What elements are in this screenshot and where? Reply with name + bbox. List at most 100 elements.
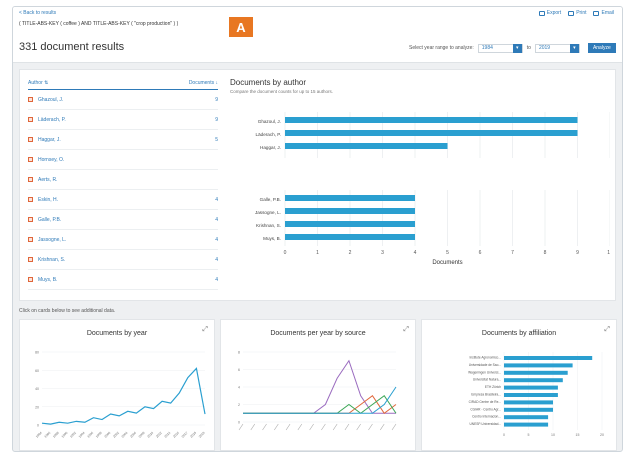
author-row[interactable]: Läderach, P. 9 [28,110,218,130]
year-range-selector: Select year range to analyze: 1984 ▾ to 2… [409,43,616,53]
y-tick-label: Jassogne, L. [255,210,281,215]
x-tick-mark [297,423,303,431]
author-checkbox[interactable] [28,257,33,262]
author-doc-count: 9 [215,96,218,103]
author-row[interactable]: Aerts, R. [28,170,218,190]
author-bar [285,143,448,149]
affiliation-bar [504,356,593,360]
x-tick-label: 2016 [172,431,180,439]
author-row[interactable]: Eskin, H. 4 [28,190,218,210]
x-tick-label: 2002 [112,431,120,439]
documents-by-year-card[interactable]: Documents by year ⤢ 0 20 40 60 80 1984 1986 198… [19,319,215,451]
top-actions: Export Print Email [538,10,614,16]
x-tick-mark [274,423,279,431]
expand-icon[interactable]: ⤢ [202,326,208,333]
author-entry: Haggar, J. [28,137,61,143]
author-name[interactable]: Haggar, J. [38,136,61,143]
author-name[interactable]: Muys, B. [38,276,58,283]
source-card-title: Documents per year by source [270,330,366,337]
documents-by-source-card[interactable]: Documents per year by source ⤢ 0 2 4 6 8 [220,319,416,451]
author-doc-count: 4 [215,236,218,243]
author-name[interactable]: Eskin, H. [38,196,59,203]
year-card-title: Documents by year [86,330,148,337]
affiliation-bar [504,385,558,390]
author-row[interactable]: Galle, P.B. 4 [28,210,218,230]
print-button[interactable]: Print [568,10,586,16]
x-tick-label: 6 [479,250,482,256]
author-row[interactable]: Jassogne, L. 4 [28,230,218,250]
author-name[interactable]: Aerts, R. [38,176,58,183]
x-tick-mark [285,423,291,431]
y-tick-label: Empresa Brasileira... [471,393,501,397]
author-checkbox[interactable] [28,97,33,102]
expand-icon[interactable]: ⤢ [604,326,610,333]
x-tick-label: 5 [528,433,530,437]
search-query: ( TITLE-ABS-KEY ( coffee ) AND TITLE-ABS… [19,21,179,27]
affiliation-bar [504,393,558,397]
author-checkbox[interactable] [28,197,33,202]
author-row[interactable]: Ghazoul, J. 9 [28,90,218,110]
year-to-select[interactable]: 2019 ▾ [534,43,580,53]
analyze-results-window: < Back to results Export Print Email ( T… [12,6,623,452]
x-tick-label: 20 [600,433,604,437]
author-row[interactable]: Muys, B. 4 [28,270,218,290]
author-name[interactable]: Ghazoul, J. [38,96,64,103]
analyze-button[interactable]: Analyze [587,43,616,53]
x-tick-mark [238,423,244,431]
author-name[interactable]: Jassogne, L. [38,236,67,243]
x-tick-label: 2004 [121,431,129,439]
author-column-header[interactable]: Author ⇅ [28,80,49,86]
x-tick-mark [262,423,267,431]
x-tick-mark [332,423,338,431]
author-checkbox[interactable] [28,177,33,182]
email-button[interactable]: Email [593,10,614,16]
documents-by-affiliation-card[interactable]: Documents by affiliation ⤢ 0 5 10 15 20 Insti… [421,319,617,451]
x-tick-label: 2014 [164,431,172,439]
affiliation-bar [504,370,568,375]
print-label: Print [576,10,587,16]
author-checkbox[interactable] [28,217,33,222]
x-tick-label: 9 [576,250,579,256]
x-tick-label: 2019 [198,431,206,439]
author-name[interactable]: Hornsey, O. [38,156,65,163]
author-checkbox[interactable] [28,277,33,282]
header-bar: < Back to results Export Print Email ( T… [13,7,622,63]
back-to-results-link[interactable]: < Back to results [19,10,57,16]
year-from-select[interactable]: 1984 ▾ [477,43,523,53]
x-tick-label: 1990 [61,431,69,439]
x-tick-label: 2012 [155,431,163,439]
author-bar [285,195,415,201]
y-tick-label: 0 [37,424,39,428]
author-name[interactable]: Krishnan, S. [38,256,66,263]
affiliation-bar [504,407,553,412]
author-checkbox[interactable] [28,137,33,142]
x-tick-mark [344,423,350,431]
y-tick-label: 2 [238,403,240,407]
x-tick-label: 1 [316,250,319,256]
author-row[interactable]: Hornsey, O. [28,150,218,170]
author-row[interactable]: Krishnan, S. 4 [28,250,218,270]
x-tick-label: 1986 [43,431,51,439]
author-bar [285,221,415,227]
affiliation-card-title: Documents by affiliation [481,330,557,337]
author-entry: Jassogne, L. [28,237,66,243]
x-tick-label: 1984 [35,431,43,439]
author-row[interactable]: Haggar, J. 5 [28,130,218,150]
year-from-value: 1984 [481,45,493,51]
documents-column-header[interactable]: Documents ↓ [188,80,218,86]
author-name[interactable]: Galle, P.B. [38,216,62,223]
author-checkbox[interactable] [28,157,33,162]
author-entry: Hornsey, O. [28,157,64,163]
expand-icon[interactable]: ⤢ [403,326,409,333]
author-checkbox[interactable] [28,117,33,122]
author-checkbox[interactable] [28,237,33,242]
export-button[interactable]: Export [538,10,561,16]
y-tick-label: 40 [35,387,39,391]
author-name[interactable]: Läderach, P. [38,116,66,123]
x-axis-label: Documents [432,260,462,266]
author-bar [285,117,578,123]
author-entry: Galle, P.B. [28,217,61,223]
affiliation-bar [504,378,563,383]
x-tick-mark [379,423,385,431]
x-tick-label: 4 [414,250,417,256]
